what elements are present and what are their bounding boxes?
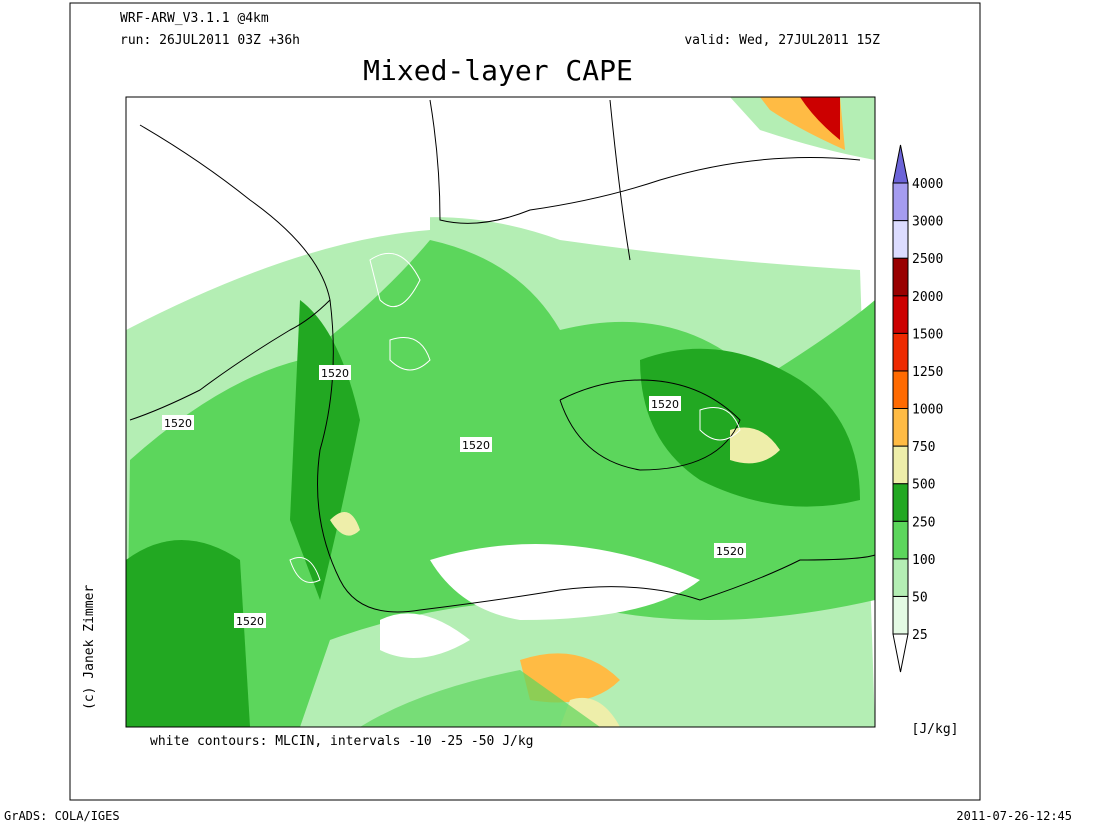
colorbar-box <box>892 182 909 222</box>
map-border <box>125 96 876 728</box>
colorbar-label: 25 <box>912 628 928 643</box>
colorbar-box <box>892 595 909 635</box>
colorbar-box <box>892 257 909 297</box>
contour-label: 1520 <box>716 545 744 558</box>
colorbar-end <box>892 144 909 184</box>
colorbar-label: 100 <box>912 553 935 568</box>
contour-label: 1520 <box>462 439 490 452</box>
contour-note: white contours: MLCIN, intervals -10 -25… <box>150 734 534 749</box>
colorbar-end <box>892 633 909 673</box>
valid-label: valid: Wed, 27JUL2011 15Z <box>684 33 880 48</box>
contour-labels: 1520 1520 1520 1520 1520 1520 <box>162 365 746 628</box>
colorbar-label: 500 <box>912 478 935 493</box>
contour-label: 1520 <box>321 367 349 380</box>
footer-left: GrADS: COLA/IGES <box>4 809 120 823</box>
copyright: (c) Janek Zimmer <box>82 585 97 710</box>
colorbar-box <box>892 445 909 485</box>
colorbar: 25 50 100 250 500 750 1000 1250 1500 2000 2500 3000… <box>892 144 943 673</box>
colorbar-label: 250 <box>912 515 935 530</box>
contour-label-box <box>234 613 266 628</box>
run-label: run: 26JUL2011 03Z +36h <box>120 33 300 48</box>
colorbar-box <box>892 558 909 597</box>
contour-label-box <box>460 437 492 452</box>
colorbar-label: 4000 <box>912 177 943 192</box>
model-label: WRF-ARW_V3.1.1 @4km <box>120 11 269 26</box>
frame <box>69 2 981 801</box>
colorbar-box <box>892 408 909 447</box>
colorbar-label: 2000 <box>912 290 943 305</box>
colorbar-box <box>892 295 909 334</box>
colorbar-box <box>892 483 909 522</box>
contour-label-box <box>714 543 746 558</box>
colorbar-box <box>892 520 909 560</box>
colorbar-box <box>892 220 909 259</box>
footer-right: 2011-07-26-12:45 <box>956 809 1072 823</box>
colorbar-label: 1000 <box>912 403 943 418</box>
map-field <box>126 97 876 727</box>
colorbar-label: 50 <box>912 590 928 605</box>
colorbar-label: 3000 <box>912 215 943 230</box>
contour-label-box <box>649 396 681 411</box>
colorbar-label: 1500 <box>912 327 943 342</box>
contour-label-box <box>162 415 194 430</box>
colorbar-box <box>892 332 909 372</box>
contour-label: 1520 <box>164 417 192 430</box>
colorbar-label: 2500 <box>912 252 943 267</box>
title: Mixed-layer CAPE <box>363 54 633 87</box>
colorbar-label: 1250 <box>912 365 943 380</box>
colorbar-label: 750 <box>912 440 935 455</box>
contour-label-box <box>319 365 351 380</box>
colorbar-box <box>892 370 909 409</box>
contour-label: 1520 <box>651 398 679 411</box>
contour-label: 1520 <box>236 615 264 628</box>
colorbar-unit: [J/kg] <box>912 722 959 737</box>
